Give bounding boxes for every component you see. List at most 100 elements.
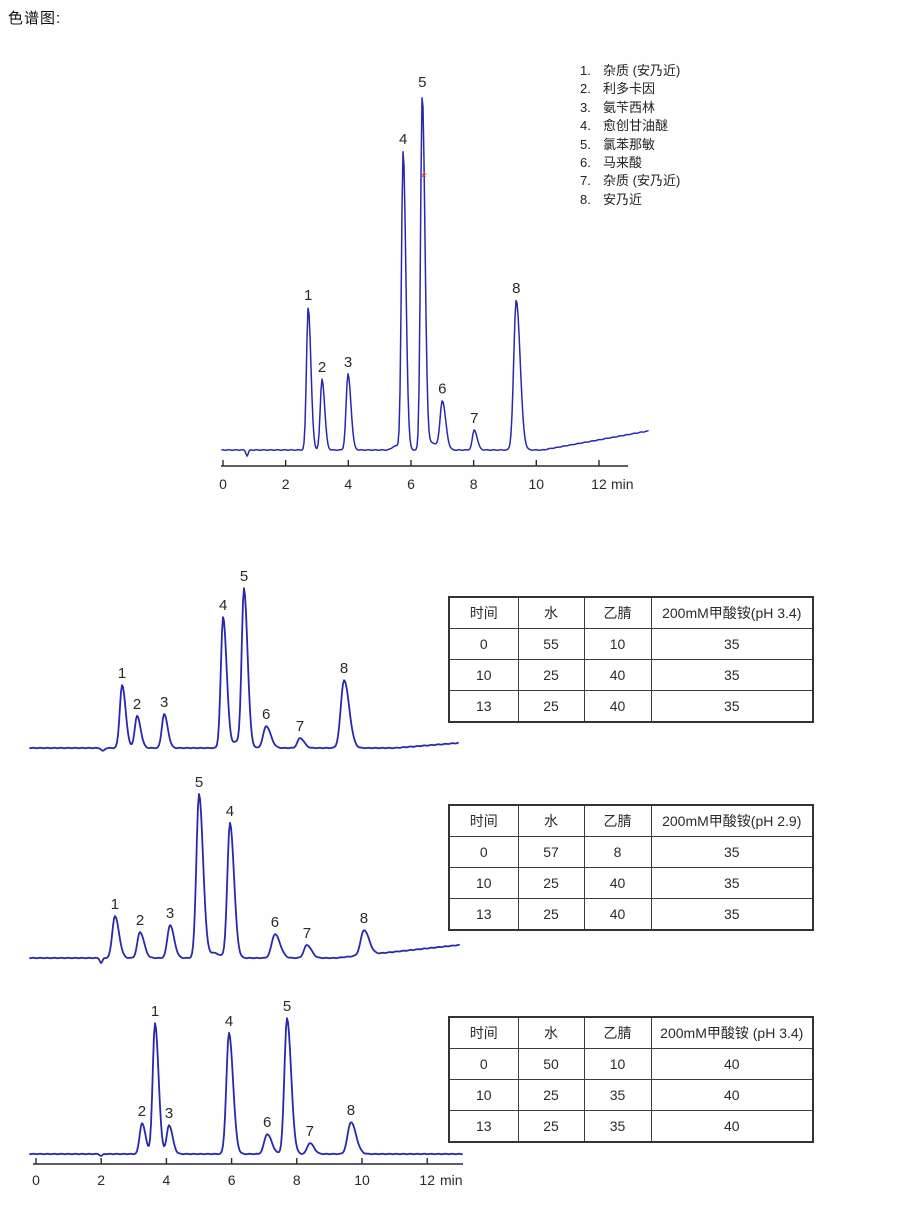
peak-label-6: 6: [271, 914, 279, 931]
table-cell: 25: [517, 898, 585, 931]
table-row: 10 25 35 40: [448, 1079, 814, 1111]
peak-label-6: 6: [438, 380, 446, 397]
peak-label-1: 1: [151, 1003, 159, 1020]
legend-item: 6. 马来酸: [580, 154, 680, 172]
peak-label-2: 2: [138, 1103, 146, 1120]
column-header: 200mM甲酸铵(pH 3.4): [650, 596, 814, 629]
peak-label-3: 3: [166, 905, 174, 922]
peak-label-7: 7: [303, 925, 311, 942]
table-cell: 40: [583, 898, 652, 931]
page-title: 色谱图:: [8, 10, 62, 27]
column-header: 时间: [448, 596, 519, 629]
peak-label-6: 6: [262, 706, 270, 723]
table-cell: 55: [517, 628, 585, 660]
legend-label: 马来酸: [603, 155, 643, 171]
peak-label-5: 5: [240, 568, 248, 585]
table-header-row: 时间水乙腈 200mM甲酸铵 (pH 3.4): [448, 1016, 814, 1049]
legend-label: 杂质 (安乃近): [603, 173, 681, 189]
table-cell: 25: [517, 867, 585, 899]
chromatogram-trace: [29, 587, 459, 752]
table-cell: 40: [650, 1048, 814, 1080]
peak-label-2: 2: [133, 696, 141, 713]
x-tick-label: 2: [282, 476, 290, 492]
legend-number: 2.: [580, 81, 591, 97]
x-tick-label: 10: [354, 1172, 370, 1188]
x-axis-unit-label: min: [440, 1172, 463, 1188]
peak-label-4: 4: [226, 803, 234, 820]
x-tick-label: 0: [32, 1172, 40, 1188]
table-row: 0 57 8 35: [448, 836, 814, 868]
legend-label: 愈创甘油醚: [603, 118, 669, 134]
table-cell: 10: [583, 1048, 652, 1080]
peak-label-1: 1: [111, 896, 119, 913]
peak-label-7: 7: [296, 718, 304, 735]
peak-legend: 1. 杂质 (安乃近) 2. 利多卡因 3. 氨苄西林 4. 愈创甘油醚 5. 氯苯那敏 …: [580, 62, 680, 209]
table-cell: 40: [583, 659, 652, 691]
legend-number: 7.: [580, 173, 591, 189]
legend-item: 2. 利多卡因: [580, 80, 680, 98]
table-cell: 40: [583, 690, 652, 723]
chromatogram-trace: [29, 793, 460, 964]
table-cell: 35: [650, 690, 814, 723]
x-tick-label: 4: [163, 1172, 171, 1188]
red-asterisk-marker: *: [421, 169, 427, 186]
table-cell: 8: [583, 836, 652, 868]
peak-label-8: 8: [512, 280, 520, 297]
chromatogram-trace: [221, 97, 649, 457]
x-tick-label: 12: [591, 476, 607, 492]
legend-label: 利多卡因: [603, 81, 656, 97]
column-header: 时间: [448, 1016, 519, 1049]
column-header: 200mM甲酸铵 (pH 3.4): [650, 1016, 814, 1049]
table-cell: 13: [448, 898, 519, 931]
table-cell: 40: [650, 1079, 814, 1111]
column-header: 乙腈: [583, 1016, 652, 1049]
legend-item: 8. 安乃近: [580, 191, 680, 209]
table-cell: 57: [517, 836, 585, 868]
peak-label-4: 4: [399, 131, 407, 148]
table-cell: 13: [448, 1110, 519, 1143]
table-cell: 25: [517, 690, 585, 723]
table-cell: 0: [448, 836, 519, 868]
x-tick-label: 10: [529, 476, 545, 492]
table-cell: 35: [650, 836, 814, 868]
column-header: 水: [517, 1016, 585, 1049]
table-cell: 10: [583, 628, 652, 660]
x-tick-label: 6: [407, 476, 415, 492]
table-cell: 35: [650, 867, 814, 899]
legend-item: 1. 杂质 (安乃近): [580, 62, 680, 80]
table-cell: 40: [650, 1110, 814, 1143]
table-row: 0 50 10 40: [448, 1048, 814, 1080]
table-cell: 0: [448, 628, 519, 660]
table-row: 13 25 40 35: [448, 690, 814, 723]
table-cell: 35: [583, 1110, 652, 1143]
gradient-table-ph34: 时间水乙腈 200mM甲酸铵(pH 3.4) 0 55 10 35 10 25 40 35 13 25…: [448, 596, 814, 723]
table-cell: 10: [448, 659, 519, 691]
peak-label-2: 2: [318, 359, 326, 376]
column-header: 乙腈: [583, 804, 652, 837]
peak-label-8: 8: [347, 1102, 355, 1119]
table-cell: 50: [517, 1048, 585, 1080]
x-tick-label: 2: [97, 1172, 105, 1188]
chromatogram-c: 2 1 3 4 6 5 7 8 0 2 4 6 8 10 12 min: [29, 998, 463, 1188]
legend-number: 5.: [580, 136, 591, 152]
table-header-row: 时间水乙腈 200mM甲酸铵(pH 3.4): [448, 596, 814, 629]
chromatogram-a: 12 3 45 6 7 8: [29, 568, 459, 752]
legend-item: 7. 杂质 (安乃近): [580, 172, 680, 190]
peak-label-8: 8: [360, 910, 368, 927]
peak-label-7: 7: [306, 1123, 314, 1140]
peak-label-4: 4: [225, 1013, 233, 1030]
legend-number: 1.: [580, 63, 591, 78]
table-cell: 25: [517, 659, 585, 691]
legend-item: 3. 氨苄西林: [580, 99, 680, 117]
table-cell: 35: [650, 628, 814, 660]
peak-label-6: 6: [263, 1114, 271, 1131]
peak-label-4: 4: [219, 597, 227, 614]
table-cell: 13: [448, 690, 519, 723]
table-cell: 25: [517, 1079, 585, 1111]
table-row: 13 25 35 40: [448, 1110, 814, 1143]
legend-label: 氯苯那敏: [603, 136, 656, 152]
peak-label-8: 8: [340, 660, 348, 677]
